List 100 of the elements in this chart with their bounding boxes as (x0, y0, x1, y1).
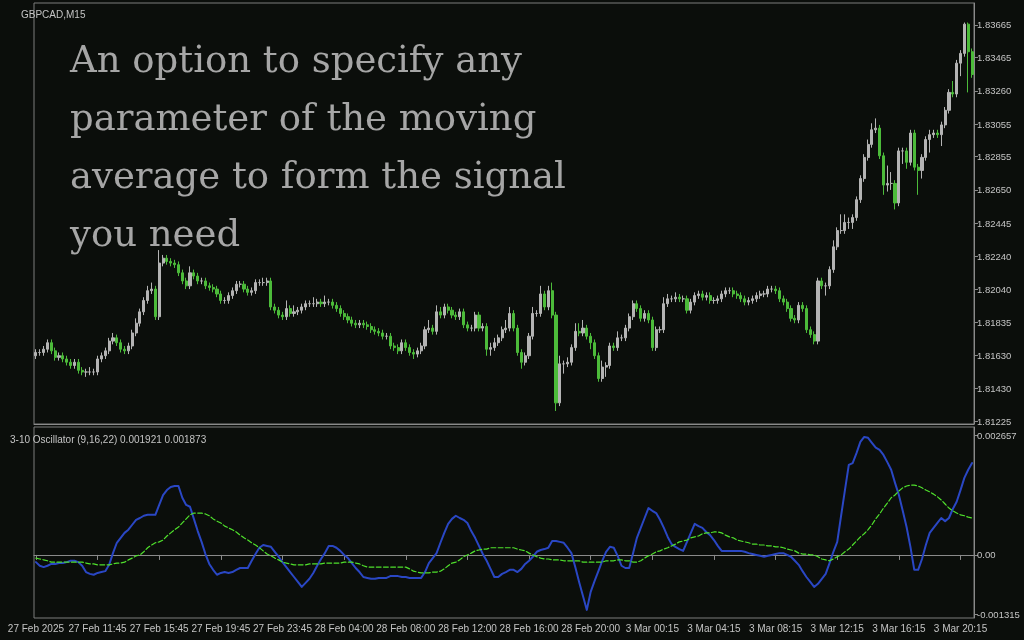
candlestick (643, 309, 646, 323)
candlestick (219, 290, 222, 305)
candlestick (412, 348, 415, 360)
candlestick (57, 351, 61, 362)
candlestick (967, 22, 970, 93)
candlestick (662, 296, 665, 334)
y-tick-label: 1.83260 (977, 85, 1012, 97)
x-tick-label: 3 Mar 16:15 (872, 622, 926, 634)
candlestick (797, 301, 800, 324)
y-tick-label: -0.001315 (977, 608, 1020, 620)
candlestick (901, 147, 904, 165)
candlestick (601, 360, 604, 383)
candlestick (212, 283, 215, 293)
x-tick-label: 28 Feb 08:00 (376, 622, 436, 634)
candlestick (319, 298, 323, 308)
candlestick (485, 322, 488, 357)
candlestick (269, 277, 272, 311)
candlestick (578, 322, 581, 337)
x-tick-label: 28 Feb 04:00 (314, 622, 375, 634)
candlestick (196, 272, 199, 285)
text: GBPCAD,M15 (21, 8, 86, 20)
candlestick (208, 282, 211, 292)
y-tick-label: 0.002657 (977, 429, 1017, 441)
candlestick (169, 257, 172, 267)
candlestick (335, 301, 338, 313)
candlestick (759, 290, 762, 300)
candlestick (408, 343, 411, 357)
candlestick (266, 277, 269, 287)
x-tick-label: 3 Mar 08:15 (748, 622, 803, 634)
candlestick (820, 277, 823, 290)
candlestick (709, 291, 712, 305)
candlestick (720, 290, 723, 303)
x-tick-label: 27 Feb 15:45 (129, 622, 190, 634)
candlestick (373, 325, 376, 336)
x-tick-label: 28 Feb 20:00 (561, 622, 621, 634)
candlestick (724, 286, 727, 298)
candlestick (732, 286, 735, 298)
candlestick (736, 290, 739, 300)
candlestick (816, 277, 820, 345)
x-tick-label: 27 Feb 19:45 (191, 622, 251, 634)
candlestick (154, 285, 157, 321)
candlestick (61, 351, 64, 363)
candlestick (73, 358, 76, 370)
y-tick-label: 1.83665 (977, 19, 1012, 31)
candlestick (813, 330, 816, 345)
candlestick (431, 324, 434, 336)
candlestick (843, 213, 846, 235)
candlestick (77, 358, 80, 375)
y-tick-label: 0.00 (977, 549, 996, 561)
candlestick (701, 290, 704, 301)
x-tick-label: 28 Feb 12:00 (437, 622, 498, 634)
annotation: An option to specify any parameter of the moving average to form the signal you need (69, 37, 578, 255)
candlestick (951, 80, 954, 98)
candlestick (254, 278, 257, 295)
candlestick (905, 147, 908, 170)
candlestick (158, 249, 161, 321)
candlestick (893, 179, 897, 210)
x-tick-label: 27 Feb 11:45 (68, 622, 128, 634)
candlestick (381, 329, 384, 340)
candlestick (481, 322, 484, 332)
candlestick (755, 291, 758, 303)
x-tick-label: 3 Mar 12:15 (810, 622, 865, 634)
candlestick (685, 295, 689, 314)
candlestick (474, 311, 477, 332)
candlestick (543, 290, 546, 311)
candlestick (454, 311, 457, 321)
candlestick (304, 299, 307, 311)
text: 3-10 Oscillator (9,16,22) 0.001921 0.001873 (10, 433, 207, 445)
y-tick-label: 1.81835 (977, 316, 1012, 328)
candlestick (743, 295, 746, 306)
candlestick (558, 355, 561, 407)
candlestick (416, 347, 419, 358)
candlestick (285, 299, 288, 321)
candlestick (65, 355, 68, 366)
candlestick (404, 338, 407, 352)
candlestick (46, 338, 49, 353)
candlestick (242, 280, 246, 293)
candlestick (477, 311, 481, 332)
candlestick (539, 285, 542, 318)
candlestick (96, 355, 99, 376)
candlestick (277, 306, 280, 319)
candlestick (450, 306, 454, 319)
candlestick (400, 338, 403, 355)
candlestick (281, 311, 284, 321)
candlestick (435, 304, 438, 336)
candlestick (739, 291, 742, 303)
candlestick (346, 312, 350, 324)
candlestick (370, 322, 373, 334)
candlestick (547, 285, 550, 311)
candlestick (443, 303, 446, 319)
y-tick-label: 1.82240 (977, 251, 1012, 263)
candlestick (458, 308, 461, 321)
candlestick (447, 303, 450, 314)
candlestick (119, 338, 122, 353)
candlestick (439, 306, 442, 319)
candlestick (616, 330, 619, 352)
y-tick-label: 1.81225 (977, 416, 1012, 428)
candlestick (108, 337, 111, 355)
candlestick (778, 286, 781, 303)
candlestick (747, 296, 750, 306)
